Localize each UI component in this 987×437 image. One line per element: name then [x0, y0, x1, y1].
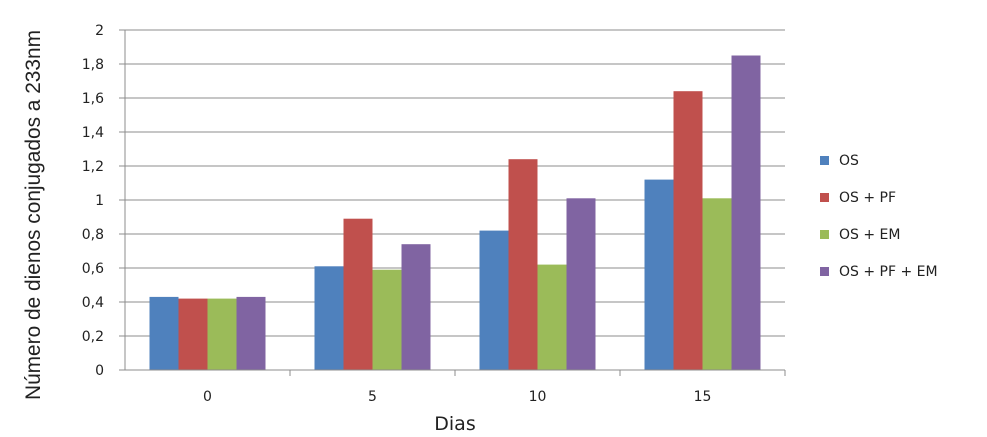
y-tick-label: 2	[95, 23, 104, 39]
bar-os-0	[149, 296, 179, 370]
bar-os-pf-10	[508, 159, 538, 370]
legend-item: OS + PF + EM	[820, 259, 938, 284]
bar-os-em-15	[702, 198, 732, 370]
x-axis-label: Dias	[434, 413, 475, 435]
bar-os-pf-em-5	[401, 244, 431, 370]
legend-swatch	[820, 193, 829, 202]
bar-os-pf-em-10	[566, 198, 596, 370]
y-tick-label: 0,6	[82, 261, 104, 277]
x-tick-labels: 0 5 10 15	[203, 389, 711, 405]
legend-item: OS + PF	[820, 185, 938, 210]
bars	[149, 55, 761, 370]
y-tick-label: 0,4	[82, 295, 104, 311]
bar-os-pf-0	[178, 298, 208, 370]
y-tick-label: 1,8	[82, 57, 104, 73]
bar-os-5	[314, 266, 344, 370]
x-tick-label: 15	[694, 389, 712, 405]
bar-os-em-5	[372, 269, 402, 370]
legend-swatch	[820, 156, 829, 165]
bar-os-em-0	[207, 298, 237, 370]
y-tick-label: 1,6	[82, 91, 104, 107]
x-tick-label: 0	[203, 389, 212, 405]
axes	[124, 30, 786, 376]
legend-swatch	[820, 230, 829, 239]
legend-label: OS + PF + EM	[839, 263, 938, 280]
bar-os-em-10	[537, 264, 567, 370]
legend-item: OS	[820, 148, 938, 173]
y-axis-label: Número de dienos conjugados a 233nm	[22, 30, 45, 400]
legend: OS OS + PF OS + EM OS + PF + EM	[820, 148, 938, 296]
x-tick-label: 10	[529, 389, 547, 405]
bar-os-pf-15	[673, 91, 703, 370]
y-tick-labels: 0 0,2 0,4 0,6 0,8 1 1,2 1,4 1,6 1,8 2	[82, 23, 104, 379]
x-tick-label: 5	[368, 389, 377, 405]
y-tick-label: 0,8	[82, 227, 104, 243]
y-tick-label: 1,2	[82, 159, 104, 175]
bar-os-15	[644, 179, 674, 370]
y-tick-label: 0,2	[82, 329, 104, 345]
legend-label: OS + PF	[839, 189, 897, 206]
legend-label: OS + EM	[839, 226, 901, 243]
y-tick-label: 0	[95, 363, 104, 379]
bar-os-pf-em-15	[731, 55, 761, 370]
bar-os-10	[479, 230, 509, 370]
y-tick-label: 1,4	[82, 125, 104, 141]
y-tick-label: 1	[95, 193, 104, 209]
legend-item: OS + EM	[820, 222, 938, 247]
legend-swatch	[820, 267, 829, 276]
legend-label: OS	[839, 152, 859, 169]
bar-os-pf-em-0	[236, 296, 266, 370]
bar-os-pf-5	[343, 218, 373, 370]
